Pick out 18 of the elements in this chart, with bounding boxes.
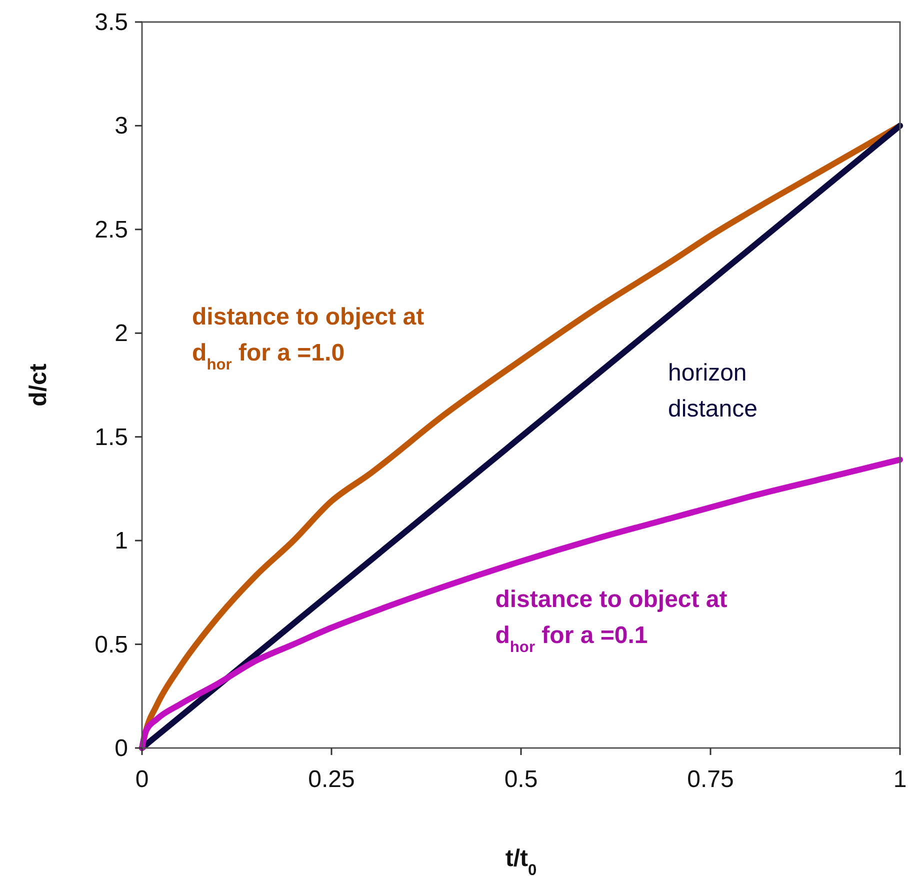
- y-tick-label: 1: [114, 528, 128, 555]
- y-tick-label: 3: [114, 112, 128, 140]
- annotation: distance to object at d$_{hor}$ for a =0.1: [495, 586, 728, 656]
- x-tick-label: 0.25: [308, 766, 355, 793]
- y-tick-label: 1.5: [94, 424, 128, 451]
- x-axis-title: t/t$_{0}$: [505, 845, 537, 876]
- y-tick-label: 0: [114, 735, 128, 762]
- x-tick-label: 1: [893, 766, 907, 793]
- y-tick-label: 3.5: [94, 9, 128, 36]
- x-tick-label: 0.75: [687, 766, 734, 793]
- y-axis-title: d/ct: [25, 364, 52, 406]
- y-tick-label: 2.5: [94, 216, 128, 244]
- y-tick-label: 0.5: [94, 631, 128, 658]
- annotation: horizon distance: [668, 360, 758, 423]
- y-tick-label: 2: [114, 320, 128, 348]
- x-tick-label: 0.5: [504, 766, 538, 793]
- annotation: distance to object at d$_{hor}$ for a =1.0: [192, 304, 424, 374]
- x-tick-label: 0: [135, 766, 149, 793]
